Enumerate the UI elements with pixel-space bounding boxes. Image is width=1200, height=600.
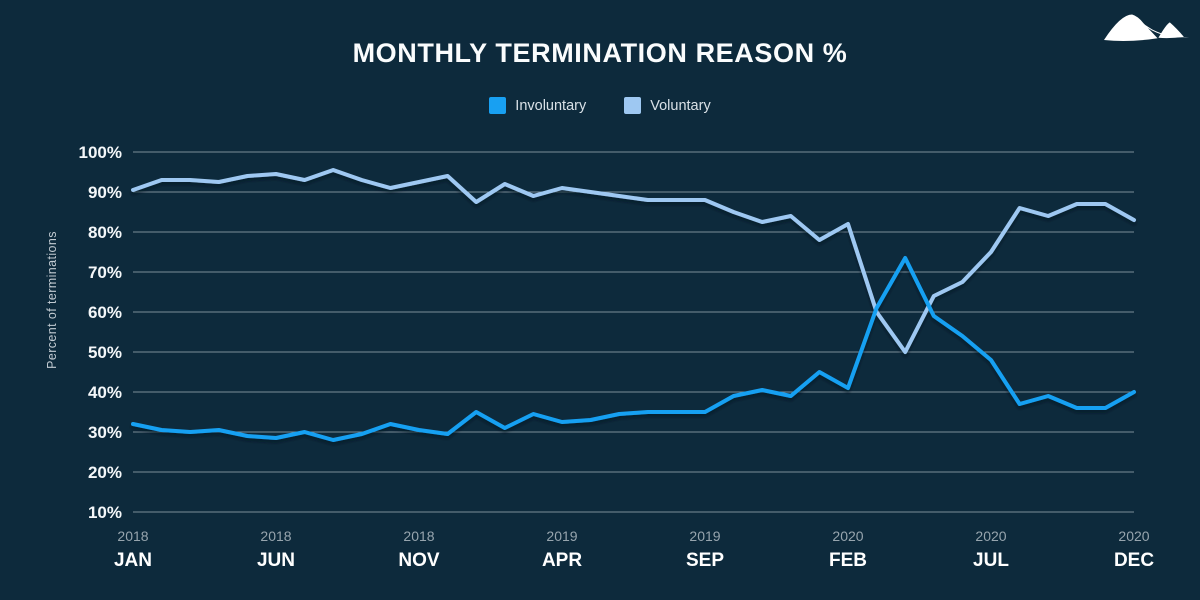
series-line-voluntary: [131, 168, 1136, 354]
voluntary-swatch-icon: [624, 97, 642, 114]
x-tick-year: 2020: [1118, 528, 1149, 544]
legend: Involuntary Voluntary: [0, 97, 1200, 114]
legend-label-involuntary: Involuntary: [515, 97, 587, 114]
legend-item-involuntary: Involuntary: [489, 97, 586, 114]
y-tick-label: 30%: [88, 423, 122, 442]
x-tick-year: 2018: [117, 528, 148, 544]
x-tick-month: JUN: [257, 550, 295, 571]
y-tick-label: 40%: [88, 383, 122, 402]
series-line-involuntary: [131, 256, 1136, 442]
x-tick-year: 2020: [832, 528, 863, 544]
x-tick-month: NOV: [398, 550, 440, 571]
legend-label-voluntary: Voluntary: [650, 97, 711, 114]
involuntary-swatch-icon: [489, 97, 507, 114]
x-tick-year: 2018: [403, 528, 434, 544]
y-tick-label: 20%: [88, 463, 122, 482]
y-axis-ticks: 100% 90% 80% 70% 60% 50% 40% 30% 20% 10%: [79, 143, 122, 522]
x-tick-month: FEB: [829, 550, 867, 571]
y-tick-label: 90%: [88, 183, 122, 202]
x-tick-month: DEC: [1114, 550, 1154, 571]
x-tick-year: 2018: [260, 528, 291, 544]
gridlines: [133, 151, 1134, 513]
x-tick-year: 2019: [546, 528, 577, 544]
dunes-logo-icon: [1103, 11, 1191, 47]
y-tick-label: 10%: [88, 503, 122, 522]
y-tick-label: 70%: [88, 263, 122, 282]
x-axis-ticks: 2018 JAN 2018 JUN 2018 NOV 2019 APR 2019 SEP 2020 F…: [114, 528, 1154, 571]
x-tick-month: APR: [542, 550, 582, 571]
x-tick-month: JUL: [973, 550, 1009, 571]
x-tick-year: 2019: [689, 528, 720, 544]
y-tick-label: 100%: [79, 143, 122, 162]
y-tick-label: 50%: [88, 343, 122, 362]
series-lines: [131, 168, 1136, 442]
chart-title: MONTHLY TERMINATION REASON %: [352, 38, 848, 68]
y-axis-title: Percent of terminations: [45, 231, 59, 369]
y-tick-label: 80%: [88, 223, 122, 242]
x-tick-month: SEP: [686, 550, 724, 571]
legend-item-voluntary: Voluntary: [624, 97, 711, 114]
x-tick-month: JAN: [114, 550, 152, 571]
y-tick-label: 60%: [88, 303, 122, 322]
x-tick-year: 2020: [975, 528, 1006, 544]
